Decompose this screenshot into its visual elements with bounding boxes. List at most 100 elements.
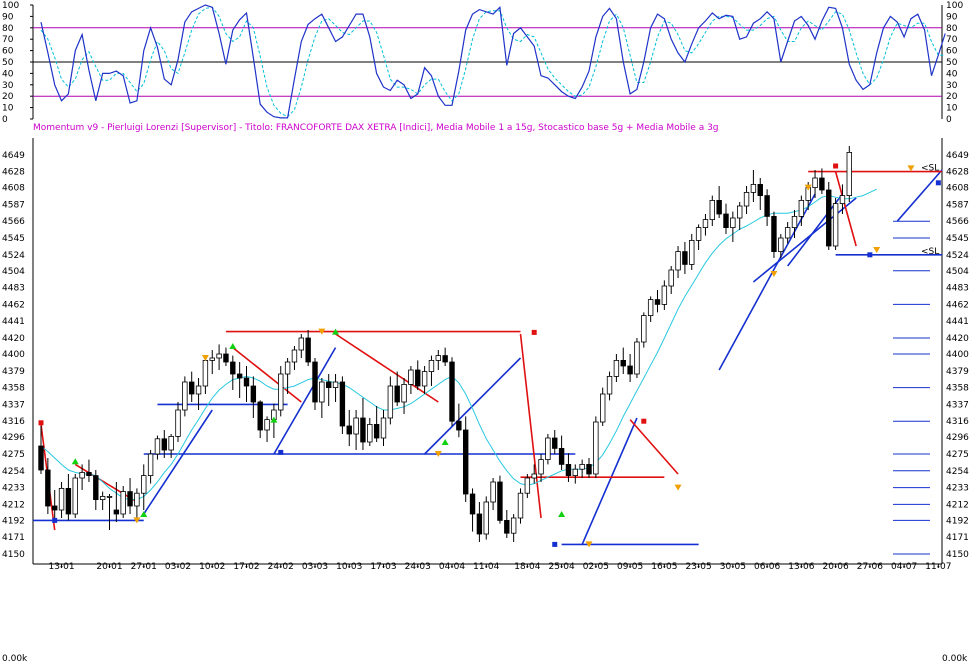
moving-average-line [40, 188, 877, 501]
pivot-marker [833, 163, 839, 169]
candle-body [826, 189, 832, 247]
candle-body [373, 423, 380, 439]
candle-body [113, 509, 120, 515]
pivot-marker [531, 329, 537, 335]
stoch-tick-right: 0 [946, 115, 952, 125]
signal-marker-buy [332, 328, 340, 335]
candle-body [380, 417, 387, 439]
price-tick-left: 4150 [2, 550, 25, 560]
candle-body [600, 393, 606, 423]
candle-body [120, 491, 126, 515]
date-label: 11-04 [473, 562, 499, 572]
candle-body [387, 385, 394, 419]
date-label: 20-06 [823, 562, 849, 572]
candle-body [154, 438, 161, 455]
price-tick-left: 4358 [2, 384, 25, 394]
candle-body [319, 381, 325, 403]
stoch-tick-left: 0 [2, 115, 8, 125]
price-tick-right: 4358 [946, 384, 969, 394]
candle-body [284, 361, 291, 375]
resistance-line [74, 463, 138, 503]
candle-body [476, 513, 483, 535]
price-tick-right: 4649 [946, 151, 969, 161]
candle-body [757, 183, 763, 196]
candle-body [216, 353, 222, 359]
support-line [424, 357, 522, 455]
stoch-tick-right: 80 [946, 24, 958, 34]
price-tick-left: 4628 [2, 168, 25, 178]
candle-body [223, 353, 229, 363]
candle-body [558, 447, 565, 465]
date-label: 03-03 [302, 562, 328, 572]
candle-body [483, 501, 489, 535]
candle-body [750, 183, 757, 193]
price-tick-right: 4483 [946, 284, 969, 294]
date-label: 18-04 [514, 562, 540, 572]
price-tick-left: 4275 [2, 450, 25, 460]
stoch-tick-left: 100 [2, 1, 19, 11]
stoch-tick-left: 30 [2, 81, 14, 91]
candle-body [641, 315, 647, 343]
price-tick-right: 4628 [946, 168, 969, 178]
price-tick-right: 4233 [946, 484, 969, 494]
pivot-marker [278, 449, 284, 455]
candle-body [415, 369, 421, 387]
date-label: 04-04 [439, 562, 465, 572]
support-line [752, 197, 857, 283]
candle-body [188, 381, 195, 395]
price-tick-right: 4587 [946, 200, 969, 210]
price-tick-right: 4566 [946, 217, 969, 227]
date-label: 13-06 [788, 562, 814, 572]
candle-body [394, 385, 400, 403]
candle-body [243, 377, 250, 387]
candle-body [524, 477, 531, 494]
candle-body [52, 505, 58, 511]
volume-label-right: 0.00k [942, 654, 968, 664]
price-tick-left: 4337 [2, 400, 25, 410]
candle-body [627, 365, 633, 375]
date-label: 17-03 [370, 562, 396, 572]
candle-body [545, 437, 551, 461]
candle-body [819, 177, 825, 191]
candle-body [202, 359, 209, 387]
price-tick-right: 4254 [946, 467, 969, 477]
candle-body [764, 195, 770, 217]
date-label: 24-02 [268, 562, 294, 572]
price-tick-right: 4192 [946, 516, 969, 526]
price-tick-right: 4462 [946, 300, 969, 310]
candle-body [278, 373, 284, 411]
candle-body [689, 239, 695, 265]
signal-marker-sell [201, 355, 209, 361]
price-tick-left: 4608 [2, 184, 25, 194]
signal-marker-buy [558, 511, 566, 517]
date-label: 16-05 [651, 562, 677, 572]
candle-body [346, 425, 352, 435]
price-panel: 4649 4649 4628 4628 4608 4608 4587 4587 4566 4566… [2, 138, 969, 572]
candle-body [442, 355, 448, 363]
price-tick-left: 4192 [2, 516, 25, 526]
date-label: 17-02 [233, 562, 259, 572]
price-tick-left: 4524 [2, 251, 25, 261]
candle-body [339, 381, 346, 427]
candle-body [332, 381, 339, 388]
price-tick-right: 4400 [946, 350, 969, 360]
candle-body [695, 227, 702, 241]
stop-loss-label: <SL [921, 164, 939, 174]
candle-body [778, 237, 784, 252]
signal-marker-sell [585, 541, 593, 548]
date-label: 13-01 [48, 562, 74, 572]
candle-body [730, 217, 736, 228]
candle-body [552, 437, 558, 449]
candle-body [675, 251, 681, 271]
pivot-marker [38, 420, 44, 426]
candle-body [127, 491, 133, 507]
stoch-tick-right: 10 [946, 104, 958, 114]
candle-body [723, 213, 729, 228]
date-label: 25-04 [549, 562, 575, 572]
date-label: 06-06 [754, 562, 780, 572]
info-header: Momentum v9 - Pierluigi Lorenzi [Supervi… [33, 123, 719, 133]
candle-body [236, 373, 243, 379]
candle-body [99, 495, 106, 500]
candle-body [147, 453, 154, 477]
candle-body [298, 337, 304, 351]
